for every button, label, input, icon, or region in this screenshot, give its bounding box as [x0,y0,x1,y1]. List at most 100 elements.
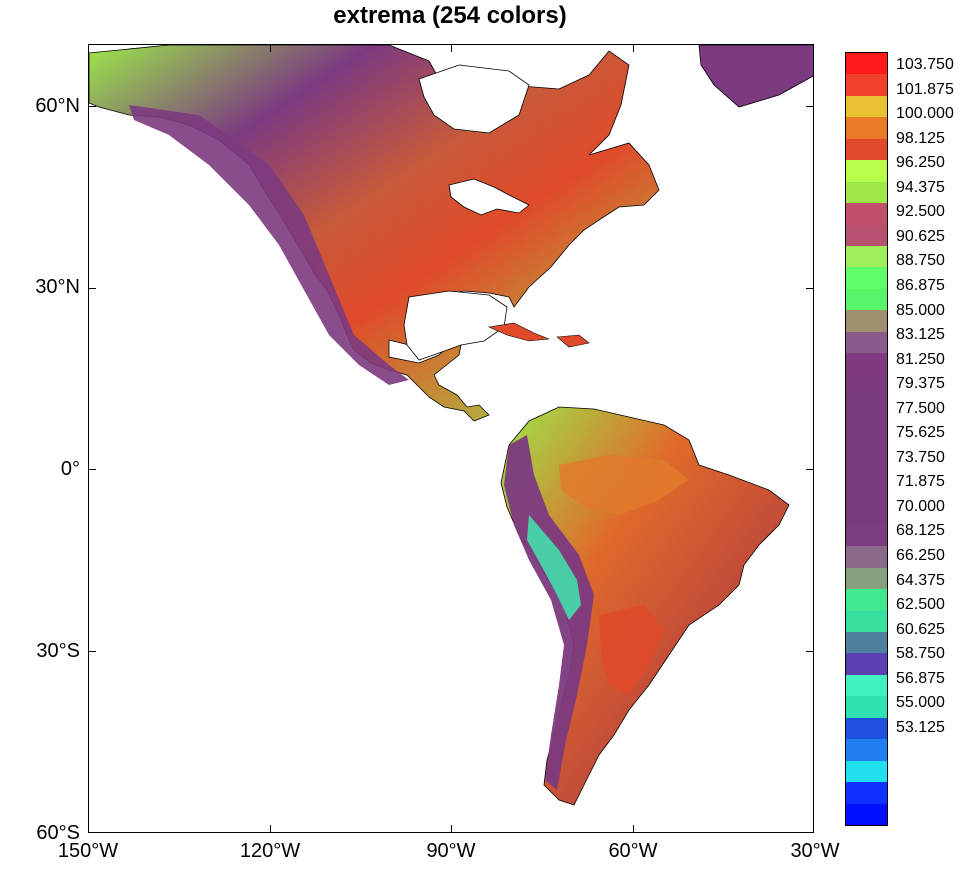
lon-tick-90w [451,825,452,833]
hispaniola [556,334,590,348]
lat-tick-0 [88,469,96,470]
pampas-region [599,605,664,695]
colorbar-segment [846,717,887,741]
greenland [698,45,813,108]
cuba [487,322,550,342]
colorbar-label: 88.750 [896,252,945,270]
colorbar-segment [846,760,887,784]
lat-tick-label-0: 0° [60,458,80,480]
colorbar-segment [846,396,887,419]
lat-tick-label-30n: 30°N [35,276,80,298]
colorbar-segment [846,460,887,483]
lat-tick-label-30s: 30°S [36,640,80,662]
colorbar-segment [846,310,887,333]
colorbar-segment [846,803,887,825]
colorbar-label: 96.250 [896,154,945,172]
lat-tick-label-60n: 60°N [35,95,80,117]
lon-tick-label-30w: 30°W [790,840,840,862]
colorbar [845,52,888,826]
colorbar-segment [846,74,887,97]
colorbar-segment [846,674,887,698]
colorbar-label: 62.500 [896,596,945,614]
lat-tick-30n-right [806,288,814,289]
americas-map [89,45,813,806]
andes-mountains [504,435,594,790]
colorbar-label: 77.500 [896,399,945,417]
colorbar-segment [846,439,887,462]
lat-tick-60n [88,106,96,107]
colorbar-segment [846,117,887,140]
colorbar-segment [846,567,887,591]
colorbar-segment [846,589,887,612]
colorbar-segment [846,138,887,162]
colorbar-segment [846,53,887,76]
colorbar-label: 66.250 [896,547,945,564]
hudson-bay [418,64,530,134]
western-highlands [129,105,409,385]
colorbar-label: 101.875 [896,80,954,98]
great-lakes [448,178,530,216]
lon-tick-label-150w: 150°W [57,840,119,862]
colorbar-segment [846,524,887,548]
colorbar-segment [846,782,887,805]
colorbar-label: 75.625 [896,424,945,442]
lat-tick-60n-right [806,106,814,107]
colorbar-label: 98.125 [896,129,945,147]
colorbar-label: 60.625 [896,620,945,638]
colorbar-segment [846,95,887,119]
lat-tick-0-right [806,469,814,470]
lon-tick-60w [633,825,634,833]
colorbar-segment [846,417,887,440]
colorbar-label: 58.750 [896,645,945,663]
colorbar-segment [846,160,887,183]
colorbar-segment [846,653,887,676]
colorbar-segment [846,632,887,655]
lon-tick-label-60w: 60°W [608,840,658,862]
lon-tick-60w-top [633,44,634,52]
lat-tick-30s [88,651,96,652]
colorbar-label: 100.000 [896,105,954,123]
colorbar-segment [846,288,887,312]
lat-tick-label-60s: 60°S [36,822,80,844]
gulf-of-mexico [403,290,508,361]
colorbar-segment [846,696,887,719]
colorbar-label: 71.875 [896,473,945,491]
colorbar-label: 73.750 [896,448,945,466]
colorbar-segment [846,610,887,633]
colorbar-label: 83.125 [896,326,945,344]
colorbar-segment [846,503,887,526]
colorbar-segment [846,267,887,290]
colorbar-segment [846,546,887,569]
lat-tick-30s-right [806,651,814,652]
colorbar-label: 85.000 [896,301,945,319]
lat-tick-30n [88,288,96,289]
andes-snow [527,515,581,620]
colorbar-label: 56.875 [896,669,945,687]
lon-tick-120w [270,825,271,833]
colorbar-label: 92.500 [896,203,945,221]
colorbar-label: 64.375 [896,571,945,589]
colorbar-label: 55.000 [896,694,945,712]
map-plot-area [88,44,814,833]
colorbar-segment [846,374,887,398]
lon-tick-120w-top [270,44,271,52]
map-title: extrema (254 colors) [333,2,567,29]
amazon-region [559,455,689,515]
colorbar-label: 90.625 [896,227,945,245]
lon-tick-90w-top [451,44,452,52]
colorbar-label: 86.875 [896,276,945,294]
colorbar-segment [846,353,887,376]
colorbar-label: 68.125 [896,522,945,540]
colorbar-segment [846,203,887,226]
colorbar-label: 79.375 [896,375,945,393]
colorbar-label: 94.375 [896,178,945,196]
colorbar-segment [846,331,887,355]
colorbar-segment [846,224,887,247]
lon-tick-label-90w: 90°W [426,840,476,862]
colorbar-segment [846,246,887,269]
colorbar-label: 70.000 [896,497,945,515]
colorbar-segment [846,481,887,505]
colorbar-label: 103.750 [896,56,954,73]
colorbar-label: 81.250 [896,350,945,368]
lon-tick-label-120w: 120°W [239,840,301,862]
